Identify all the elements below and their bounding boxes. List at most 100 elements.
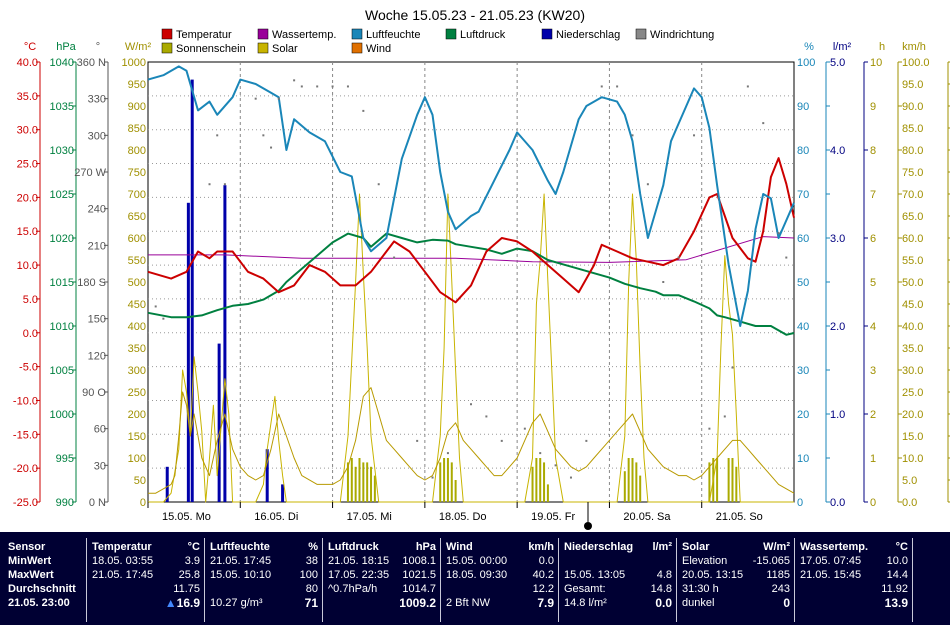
axis-tick-label: 4.0 bbox=[830, 145, 845, 157]
sunshine-bar bbox=[446, 458, 449, 502]
axis-tick-label: 330 bbox=[88, 94, 106, 106]
sunshine-bar bbox=[370, 466, 373, 502]
axis-tick-label: 20.0 bbox=[902, 409, 923, 421]
temperatur-title: Temperatur bbox=[92, 541, 152, 553]
axis-tick-label: 15.0 bbox=[902, 431, 923, 443]
wind-direction-dot bbox=[262, 134, 265, 137]
wind-direction-dot bbox=[485, 415, 488, 418]
axis-unit: hPa bbox=[56, 41, 76, 53]
wind-direction-dot bbox=[539, 452, 542, 455]
druck-max-time: 17.05. 22:35 bbox=[328, 569, 390, 581]
axis-tick-label: 1015 bbox=[50, 277, 74, 289]
sunshine-bar bbox=[708, 462, 711, 502]
day-label: 18.05. Do bbox=[439, 511, 487, 523]
axis-unit: l/m² bbox=[833, 41, 852, 53]
axis-tick-label: 0.0 bbox=[830, 497, 845, 509]
axis-tick-label: 10.0 bbox=[17, 260, 38, 272]
panel-luftdruck: Luftdruck hPa 21.05. 18:15 1008.1 17.05. 2… bbox=[324, 538, 441, 622]
last-time: 21.05. 23:00 bbox=[8, 597, 70, 609]
axis-unit: h bbox=[879, 41, 885, 53]
axis-tick-label: 150 bbox=[128, 431, 146, 443]
wind-title: Wind bbox=[446, 541, 473, 553]
sunshine-bar bbox=[373, 475, 376, 502]
day-label: 16.05. Di bbox=[254, 511, 298, 523]
axis-tick-label: 250 bbox=[128, 387, 146, 399]
axis-tick-label: 80.0 bbox=[902, 145, 923, 157]
legend-swatch-wasser bbox=[257, 28, 269, 40]
axis-tick-label: 50 bbox=[134, 475, 146, 487]
axis-tick-label: -10.0 bbox=[13, 395, 38, 407]
day-label: 17.05. Mi bbox=[347, 511, 392, 523]
pressure-line bbox=[147, 232, 795, 336]
axis-tick-label: 10 bbox=[870, 57, 882, 69]
axis-tick-label: 10.0 bbox=[902, 453, 923, 465]
axis-tick-label: 100.0 bbox=[902, 57, 930, 69]
axis-tick-label: 300 bbox=[88, 130, 106, 142]
wasser-max-time: 21.05. 15:45 bbox=[800, 569, 862, 581]
axis-tick-label: 1020 bbox=[50, 233, 74, 245]
legend-label-feuchte: Luftfeuchte bbox=[366, 29, 420, 41]
wind-direction-dot bbox=[723, 415, 726, 418]
nieder-sum-value: 14.8 bbox=[650, 583, 672, 595]
axis-tick-label: 30.0 bbox=[902, 365, 923, 377]
moon-icon bbox=[584, 522, 592, 530]
axis-unit: ° bbox=[96, 41, 100, 53]
sensor-title: Sensor bbox=[8, 541, 46, 553]
legend-swatch-windr bbox=[635, 28, 647, 40]
precipitation-bar bbox=[190, 79, 194, 502]
druck-trend: ^0.7hPa/h bbox=[328, 583, 378, 595]
axis-tick-label: 30 bbox=[797, 365, 809, 377]
precipitation-bar bbox=[165, 466, 169, 502]
axis-tick-label: 6 bbox=[870, 233, 876, 245]
axis-tick-label: 35.0 bbox=[17, 91, 38, 103]
wind-last: 7.9 bbox=[537, 596, 554, 610]
legend-swatch-wind bbox=[351, 42, 363, 54]
solar-r1-label: Elevation bbox=[682, 555, 728, 567]
druck-min-time: 21.05. 18:15 bbox=[328, 555, 390, 567]
nieder-last-label: 14.8 l/m² bbox=[564, 597, 607, 609]
axis-tick-label: 1000 bbox=[50, 409, 74, 421]
axis-tick-label: 1040 bbox=[50, 57, 74, 69]
axis-tick-label: 270 W bbox=[74, 167, 106, 179]
axis-tick-label: 240 bbox=[88, 204, 106, 216]
wind-direction-dot bbox=[777, 232, 780, 235]
wind-direction-dot bbox=[431, 476, 434, 479]
axis-unit: W/m² bbox=[125, 41, 152, 53]
axis-tick-label: 40.0 bbox=[902, 321, 923, 333]
sunshine-bar bbox=[716, 458, 719, 502]
nieder-sum-label: Gesamt: bbox=[564, 583, 606, 595]
nieder-unit: l/m² bbox=[652, 541, 672, 553]
axis-tick-label: 1.0 bbox=[830, 409, 845, 421]
wind-direction-dot bbox=[746, 85, 749, 88]
sunshine-bar bbox=[443, 458, 446, 502]
axis-tick-label: -15.0 bbox=[13, 429, 38, 441]
wind-direction-dot bbox=[216, 134, 219, 137]
axis-tick-label: 15.0 bbox=[17, 226, 38, 238]
nieder-last: 0.0 bbox=[655, 596, 672, 610]
panel-wassertemp: Wassertemp. °C 17.05. 07:45 10.0 21.05. 15… bbox=[796, 538, 913, 622]
axis-tick-label: 75.0 bbox=[902, 167, 923, 179]
day-label: 15.05. Mo bbox=[162, 511, 211, 523]
axis-tick-label: 650 bbox=[128, 211, 146, 223]
axis-tick-label: 1035 bbox=[50, 101, 74, 113]
axis-tick-label: 40.0 bbox=[17, 57, 38, 69]
sunshine-bar bbox=[635, 462, 638, 502]
wind-direction-dot bbox=[762, 122, 765, 125]
axis-tick-label: -5.0 bbox=[19, 362, 38, 374]
wind-direction-dot bbox=[616, 85, 619, 88]
nieder-max-value: 4.8 bbox=[656, 569, 672, 581]
panel-luftfeuchte: Luftfeuchte% 21.05. 17:45 38 15.05. 10:10… bbox=[206, 538, 323, 622]
temperatur-last: 16.9 bbox=[176, 596, 200, 610]
legend-swatch-solar bbox=[257, 42, 269, 54]
feuchte-unit: % bbox=[308, 541, 318, 553]
day-label: 20.05. Sa bbox=[623, 511, 671, 523]
legend-label-wasser: Wassertemp. bbox=[272, 29, 336, 41]
wind-direction-dot bbox=[362, 109, 365, 112]
solar-r3-label: 31:30 h bbox=[682, 583, 719, 595]
sunshine-bar bbox=[346, 462, 349, 502]
water-temperature-line bbox=[148, 236, 795, 263]
wind-direction-dot bbox=[316, 85, 319, 88]
axis-tick-label: 60.0 bbox=[902, 233, 923, 245]
axis-tick-label: 950 bbox=[128, 79, 146, 91]
wind-max-time: 18.05. 09:30 bbox=[446, 569, 508, 581]
